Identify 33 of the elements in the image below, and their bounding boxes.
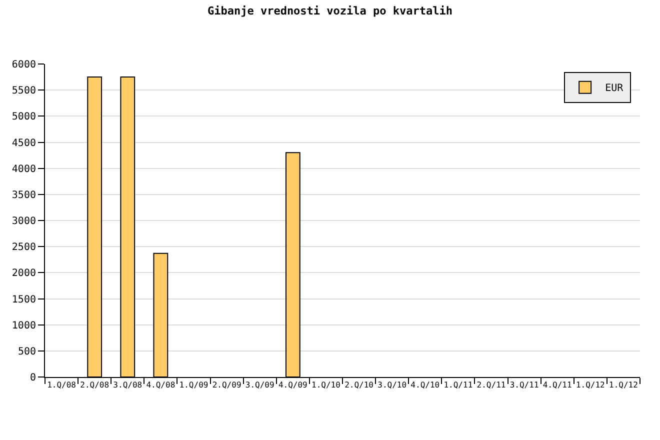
x-tick-label: 2.Q/08 — [80, 380, 110, 390]
y-tick-label: 5000 — [12, 112, 36, 123]
x-tick-label: 4.Q/11 — [542, 380, 572, 390]
x-tick-label: 2.Q/11 — [476, 380, 506, 390]
x-tick-label: 3.Q/10 — [378, 380, 407, 390]
x-tick-label: 2.Q/10 — [344, 380, 374, 390]
y-tick-label: 2000 — [12, 268, 36, 280]
x-tick-label: 1.Q/09 — [179, 380, 208, 390]
y-tick-label: 5500 — [12, 86, 36, 97]
y-tick-label: 3000 — [12, 216, 36, 227]
y-tick-label: 4500 — [12, 138, 36, 149]
y-tick-label: 3500 — [12, 190, 36, 201]
x-tick-label: 3.Q/11 — [510, 380, 539, 390]
x-tick-label: 1.Q/12 — [609, 380, 638, 390]
x-tick-label: 1.Q/08 — [47, 380, 76, 390]
y-tick-label: 1500 — [12, 294, 36, 306]
x-tick-label: 3.Q/09 — [245, 380, 274, 390]
x-tick-label: 4.Q/09 — [278, 380, 308, 390]
chart-title: Gibanje vrednosti vozila po kvartalih — [207, 4, 453, 18]
x-tick-label: 4.Q/08 — [146, 380, 176, 390]
x-tick-label: 1.Q/12 — [576, 380, 606, 390]
y-tick-label: 1000 — [12, 320, 36, 332]
y-tick-label: 500 — [18, 346, 36, 358]
y-tick-label: 4000 — [12, 164, 36, 175]
y-tick-label: 0 — [30, 372, 36, 384]
x-tick-label: 1.Q/11 — [444, 380, 473, 390]
x-tick-label: 1.Q/10 — [312, 380, 341, 390]
x-tick-label: 2.Q/09 — [212, 380, 242, 390]
y-tick-label: 6000 — [12, 60, 36, 70]
x-tick-label: 4.Q/10 — [410, 380, 440, 390]
legend-label: EUR — [605, 83, 624, 94]
y-tick-label: 2500 — [12, 242, 36, 254]
x-tick-label: 3.Q/08 — [113, 380, 142, 390]
